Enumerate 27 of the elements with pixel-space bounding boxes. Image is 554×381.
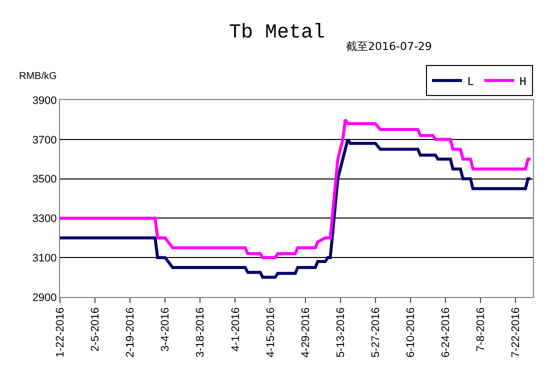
x-tick-label: 5-13-2016 (334, 307, 347, 358)
chart-title: Tb Metal (228, 21, 326, 44)
y-tick-label: 3500 (32, 174, 57, 186)
x-tick-label: 7-22-2016 (510, 307, 522, 358)
x-tick-label: 2-19-2016 (124, 307, 137, 358)
x-tick-label: 5-27-2016 (370, 307, 382, 358)
y-tick-label: 3100 (32, 252, 57, 264)
x-tick-label: 7-8-2016 (475, 307, 488, 352)
y-tick-label: 3900 (32, 94, 57, 107)
x-tick-label: 6-24-2016 (440, 307, 452, 358)
y-tick-label: 2900 (32, 292, 57, 304)
x-tick-label: 3-18-2016 (194, 307, 207, 358)
x-tick-label: 4-1-2016 (230, 307, 242, 352)
x-tick-label: 6-10-2016 (404, 307, 417, 358)
legend-label: H (519, 75, 526, 90)
x-tick-label: 4-29-2016 (300, 307, 312, 358)
chart-subtitle: 截至2016-07-29 (346, 40, 432, 53)
x-tick-label: 1-22-2016 (54, 307, 67, 358)
line-series (60, 118, 532, 260)
x-tick-label: 3-4-2016 (160, 307, 172, 352)
x-tick-label: 2-5-2016 (90, 307, 102, 352)
x-tick-label: 4-15-2016 (264, 307, 277, 358)
line-series (60, 138, 532, 279)
legend-label: L (467, 75, 474, 90)
y-tick-label: 3300 (32, 213, 57, 226)
y-axis-title: RMB/kG (19, 71, 57, 82)
y-tick-label: 3700 (32, 134, 57, 146)
